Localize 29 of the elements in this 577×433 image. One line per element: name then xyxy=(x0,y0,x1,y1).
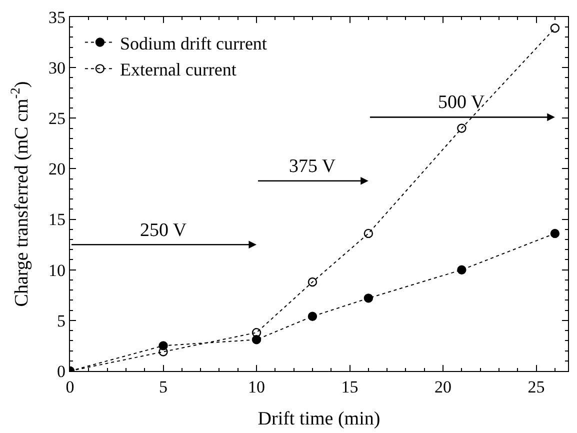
point xyxy=(364,228,374,238)
point xyxy=(308,277,318,287)
y-tick-label: 20 xyxy=(48,160,66,179)
x-tick-label: 20 xyxy=(434,378,452,396)
y-tick-label: 15 xyxy=(48,210,66,230)
point xyxy=(457,265,466,274)
x-tick-label: 15 xyxy=(341,378,358,396)
y-tick-label: 5 xyxy=(57,311,66,330)
y-tick-label: 10 xyxy=(48,260,66,280)
annotation: 375 V xyxy=(289,156,336,177)
x-tick-label: 25 xyxy=(528,378,545,396)
legend-label: Sodium drift current xyxy=(120,33,267,54)
point xyxy=(550,24,560,33)
y-tick-label: 35 xyxy=(48,8,66,27)
point xyxy=(252,335,262,344)
y-tick-label: 0 xyxy=(57,362,66,381)
annotation: 500 V xyxy=(438,92,485,113)
point xyxy=(457,124,466,133)
y-tick-label: 30 xyxy=(48,58,66,78)
point xyxy=(364,294,374,303)
annotation: 250 V xyxy=(140,220,187,241)
x-tick-label: 5 xyxy=(159,378,168,396)
point xyxy=(308,312,318,321)
y-tick-label: 25 xyxy=(48,109,66,128)
point xyxy=(252,328,262,338)
x-tick-label: 10 xyxy=(248,378,266,396)
legend-label: External current xyxy=(120,60,236,80)
point xyxy=(550,228,560,238)
x-axis-title: Drift time (min) xyxy=(258,408,380,430)
